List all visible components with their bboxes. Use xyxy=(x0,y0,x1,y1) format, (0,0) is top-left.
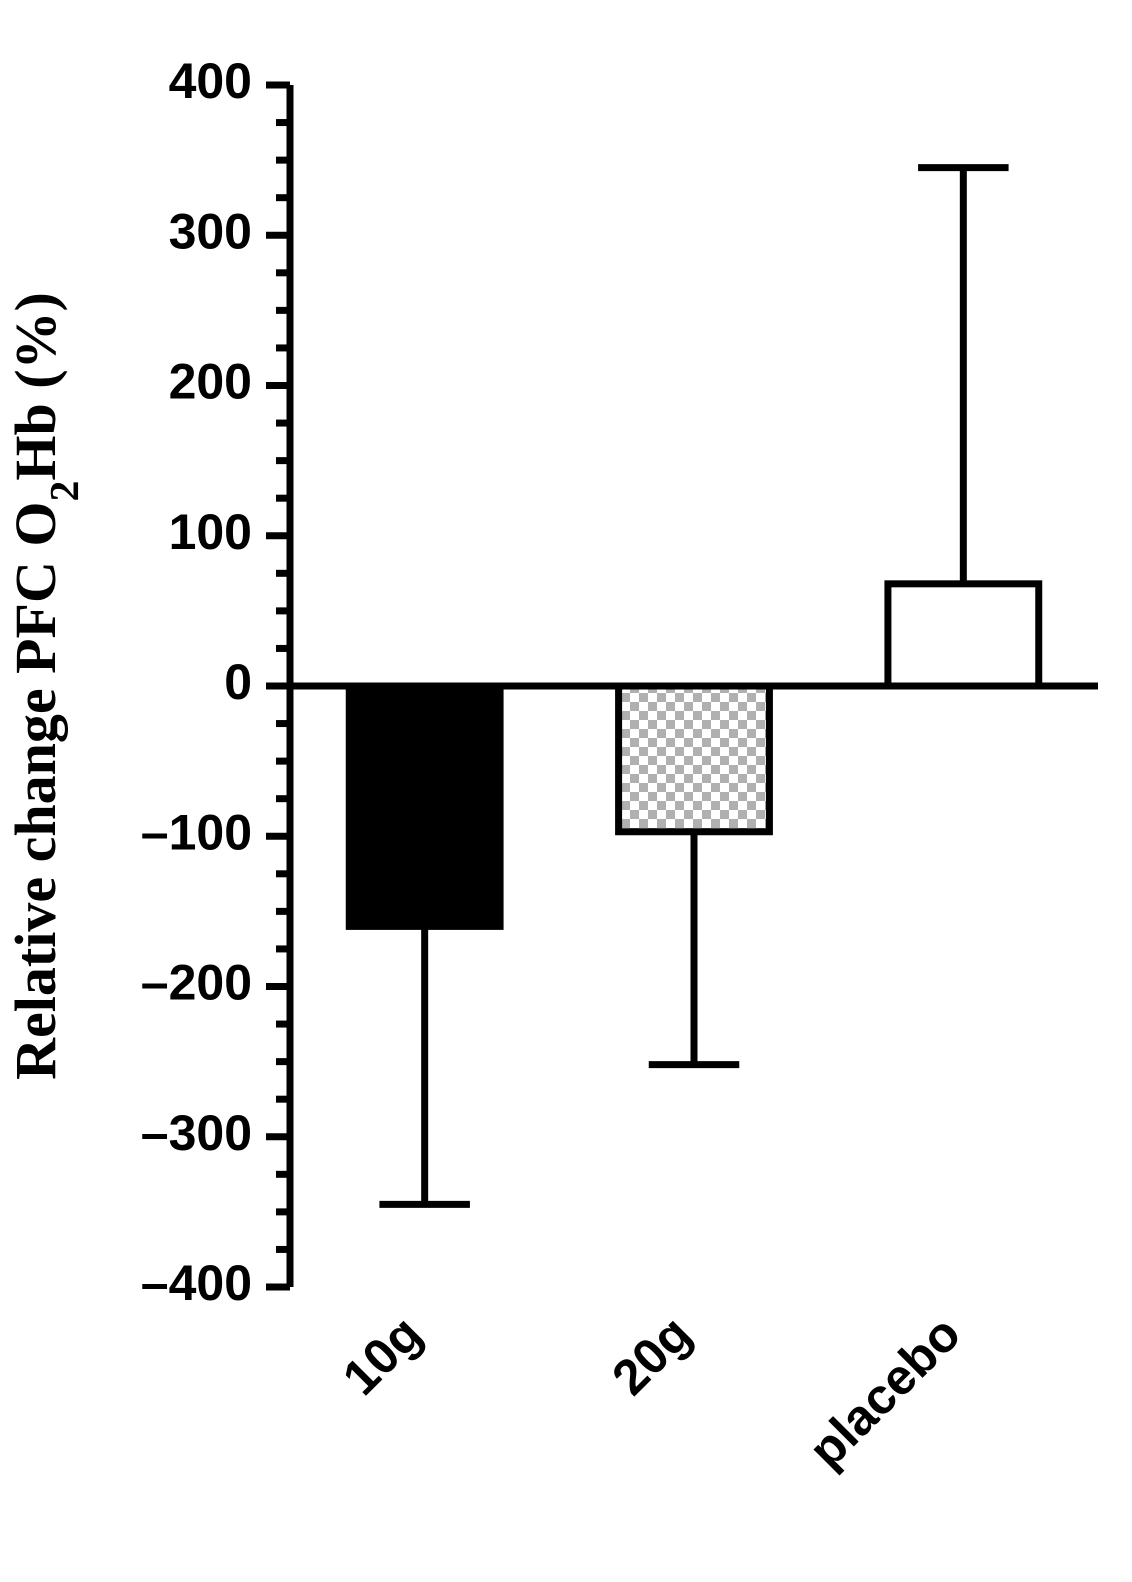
bar-10g xyxy=(349,686,500,926)
y-tick-label: –400 xyxy=(141,1255,252,1311)
y-tick-label: 200 xyxy=(169,354,252,410)
y-tick-label: 300 xyxy=(169,203,252,259)
y-axis-title: Relative change PFC O2Hb (%) xyxy=(3,292,88,1080)
x-tick-label: 20g xyxy=(601,1305,702,1406)
y-tick-label: 0 xyxy=(224,654,252,710)
x-tick-label: placebo xyxy=(798,1305,971,1478)
bar-chart: –400 –300 –200 –100 0 100 200 300 400 10g 20g place… xyxy=(0,0,1132,1582)
chart-container: –400 –300 –200 –100 0 100 200 300 400 10g 20g place… xyxy=(0,0,1132,1582)
y-tick-label: –200 xyxy=(141,955,252,1011)
y-tick-label: –300 xyxy=(141,1105,252,1161)
y-tick-label: –100 xyxy=(141,804,252,860)
bar-20g xyxy=(619,686,770,832)
bar-placebo xyxy=(888,584,1039,686)
x-tick-label: 10g xyxy=(332,1305,433,1406)
y-tick-label: 400 xyxy=(169,53,252,109)
y-tick-label: 100 xyxy=(169,504,252,560)
